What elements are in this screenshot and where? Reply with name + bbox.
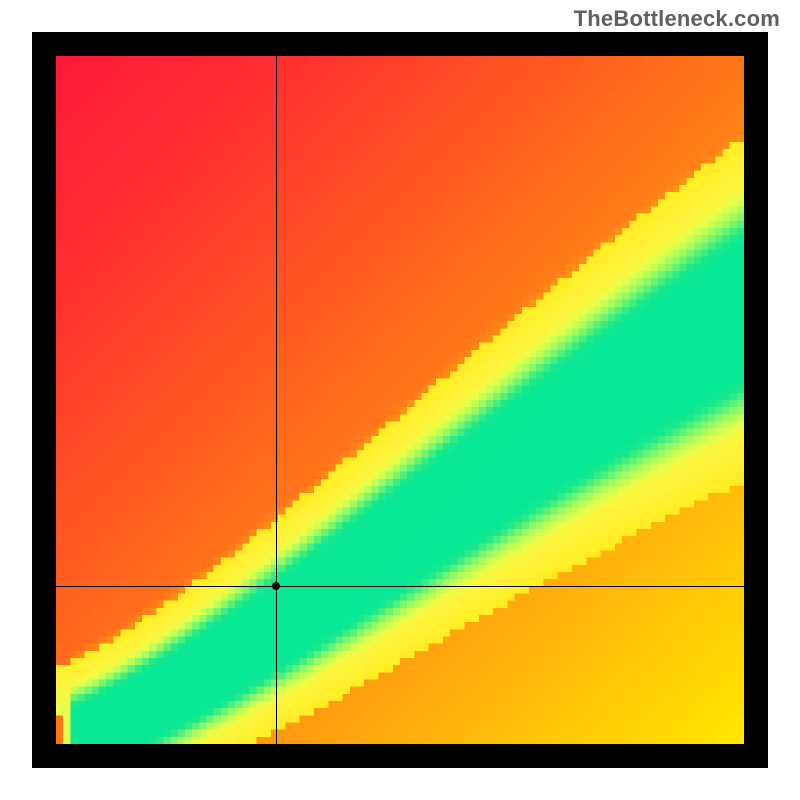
chart-outer-frame [32, 32, 768, 768]
crosshair-vertical [276, 56, 277, 744]
crosshair-marker [272, 582, 280, 590]
watermark-text: TheBottleneck.com [574, 6, 780, 32]
heatmap-canvas [56, 56, 744, 744]
crosshair-horizontal [56, 586, 744, 587]
heatmap-plot-area [56, 56, 744, 744]
